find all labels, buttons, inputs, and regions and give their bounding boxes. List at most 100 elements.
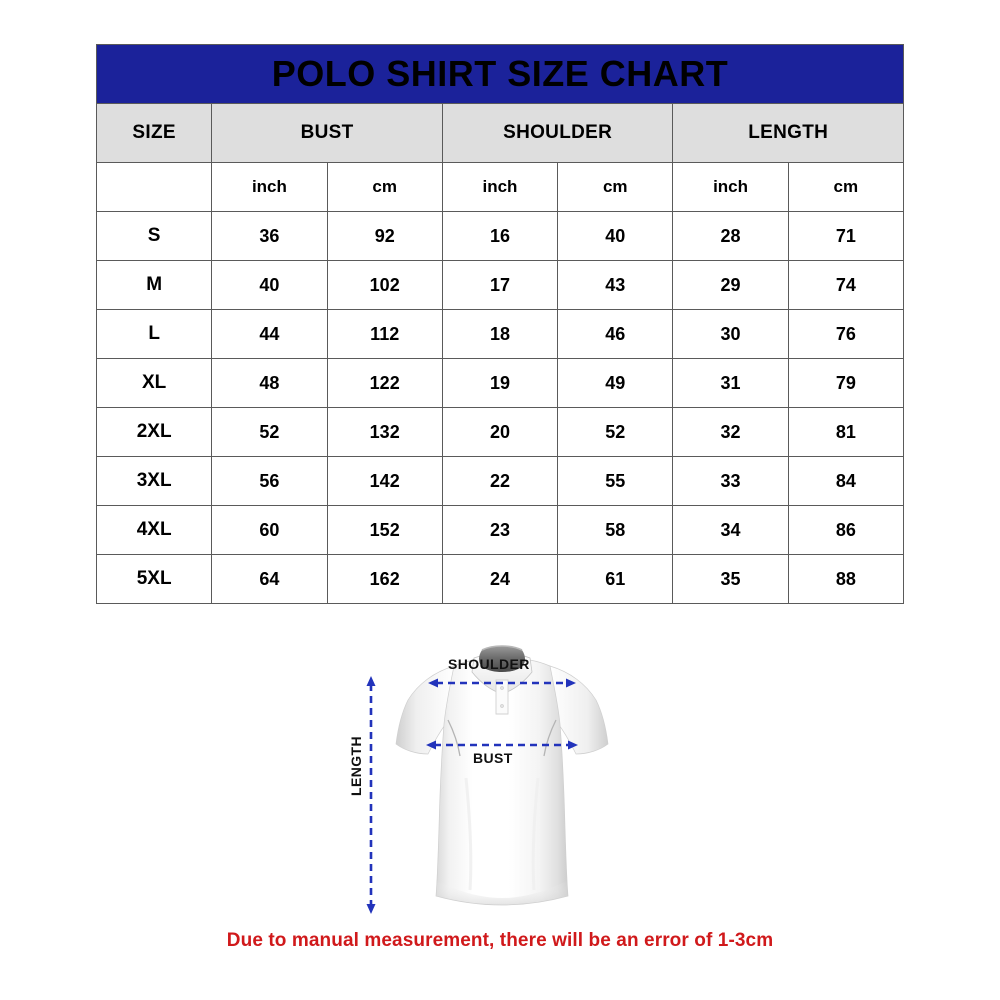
- cell-length-cm: 84: [787, 456, 905, 506]
- group-header-size: SIZE: [95, 103, 213, 163]
- cell-length-inch: 29: [672, 260, 789, 310]
- cell-bust-inch: 64: [211, 554, 328, 604]
- cell-shoulder-cm: 43: [557, 260, 674, 310]
- cell-shoulder-cm: 58: [557, 505, 674, 555]
- cell-shoulder-cm: 49: [557, 358, 674, 408]
- cell-length-inch: 35: [672, 554, 789, 604]
- cell-length-cm: 79: [787, 358, 905, 408]
- collar-edge: [481, 645, 523, 651]
- cell-shoulder-inch: 20: [441, 407, 559, 457]
- group-header-shoulder: SHOULDER: [441, 103, 674, 163]
- placket-button-bottom: [500, 704, 504, 708]
- title-row: POLO SHIRT SIZE CHART: [96, 44, 904, 104]
- placket: [495, 679, 509, 715]
- unit-cell-bust-cm: cm: [326, 162, 443, 212]
- length-measure-arrow: [366, 676, 376, 914]
- cell-size: 4XL: [95, 505, 213, 555]
- cell-length-cm: 71: [787, 211, 905, 261]
- unit-cell-shoulder-inch: inch: [441, 162, 559, 212]
- cell-length-cm: 74: [787, 260, 905, 310]
- cell-length-inch: 33: [672, 456, 789, 506]
- cell-length-inch: 31: [672, 358, 789, 408]
- shirt-hem: [436, 880, 568, 905]
- group-header-length: LENGTH: [672, 103, 904, 163]
- cell-size: XL: [95, 358, 213, 408]
- table-row: L 44 112 18 46 30 76: [95, 309, 905, 359]
- cell-length-inch: 30: [672, 309, 789, 359]
- table-row: S 36 92 16 40 28 71: [95, 211, 905, 261]
- cell-bust-inch: 56: [211, 456, 328, 506]
- cell-bust-inch: 44: [211, 309, 328, 359]
- bust-measure-arrow: [426, 740, 578, 750]
- measurement-error-note: Due to manual measurement, there will be…: [226, 930, 774, 951]
- cell-length-inch: 28: [672, 211, 789, 261]
- cell-length-cm: 76: [787, 309, 905, 359]
- cell-bust-inch: 36: [211, 211, 328, 261]
- collar-inner: [479, 646, 525, 672]
- cell-shoulder-inch: 18: [441, 309, 559, 359]
- unit-cell-shoulder-cm: cm: [557, 162, 674, 212]
- unit-row: inch cm inch cm inch cm: [95, 162, 905, 212]
- unit-cell-length-cm: cm: [787, 162, 905, 212]
- cell-length-inch: 32: [672, 407, 789, 457]
- size-chart-table: POLO SHIRT SIZE CHART SIZE BUST SHOULDER…: [95, 44, 905, 604]
- cell-length-cm: 88: [787, 554, 905, 604]
- table-row: 5XL 64 162 24 61 35 88: [95, 554, 905, 604]
- cell-bust-cm: 162: [326, 554, 443, 604]
- group-header-bust: BUST: [211, 103, 443, 163]
- measurement-diagram: SHOULDER BUST LENGTH: [340, 628, 660, 918]
- unit-cell-blank: [95, 162, 213, 212]
- cell-bust-cm: 132: [326, 407, 443, 457]
- cell-shoulder-cm: 52: [557, 407, 674, 457]
- cell-shoulder-inch: 23: [441, 505, 559, 555]
- group-header-row: SIZE BUST SHOULDER LENGTH: [95, 103, 904, 163]
- cell-shoulder-inch: 17: [441, 260, 559, 310]
- chart-title: POLO SHIRT SIZE CHART: [96, 44, 904, 104]
- cell-size: L: [95, 309, 213, 359]
- cell-bust-cm: 102: [326, 260, 443, 310]
- cell-shoulder-cm: 55: [557, 456, 674, 506]
- cell-bust-cm: 152: [326, 505, 443, 555]
- cell-bust-cm: 122: [326, 358, 443, 408]
- cell-size: S: [95, 211, 213, 261]
- cell-shoulder-inch: 24: [441, 554, 559, 604]
- cell-shoulder-cm: 61: [557, 554, 674, 604]
- fabric-fold-left: [464, 777, 473, 891]
- unit-cell-length-inch: inch: [672, 162, 789, 212]
- cell-shoulder-inch: 22: [441, 456, 559, 506]
- shoulder-label: SHOULDER: [448, 656, 530, 672]
- fabric-fold-right: [531, 777, 540, 891]
- table-row: M 40 102 17 43 29 74: [95, 260, 905, 310]
- cell-length-cm: 86: [787, 505, 905, 555]
- right-armhole-seam: [543, 719, 557, 757]
- size-chart-container: POLO SHIRT SIZE CHART SIZE BUST SHOULDER…: [95, 44, 905, 604]
- cell-shoulder-inch: 19: [441, 358, 559, 408]
- left-sleeve: [395, 665, 455, 755]
- cell-bust-inch: 60: [211, 505, 328, 555]
- cell-size: 3XL: [95, 456, 213, 506]
- cell-bust-inch: 52: [211, 407, 328, 457]
- cell-bust-inch: 40: [211, 260, 328, 310]
- cell-shoulder-cm: 46: [557, 309, 674, 359]
- table-row: 3XL 56 142 22 55 33 84: [95, 456, 905, 506]
- cell-size: M: [95, 260, 213, 310]
- cell-bust-cm: 92: [326, 211, 443, 261]
- cell-size: 5XL: [95, 554, 213, 604]
- table-row: XL 48 122 19 49 31 79: [95, 358, 905, 408]
- left-armhole-seam: [447, 719, 461, 757]
- cell-length-inch: 34: [672, 505, 789, 555]
- cell-bust-cm: 142: [326, 456, 443, 506]
- table-row: 2XL 52 132 20 52 32 81: [95, 407, 905, 457]
- cell-size: 2XL: [95, 407, 213, 457]
- length-label: LENGTH: [347, 736, 364, 796]
- cell-bust-inch: 48: [211, 358, 328, 408]
- shoulder-measure-arrow: [428, 678, 576, 688]
- unit-cell-bust-inch: inch: [211, 162, 328, 212]
- table-row: 4XL 60 152 23 58 34 86: [95, 505, 905, 555]
- placket-button-top: [500, 686, 504, 690]
- bust-label: BUST: [473, 750, 513, 766]
- cell-shoulder-cm: 40: [557, 211, 674, 261]
- right-sleeve: [549, 665, 609, 755]
- cell-bust-cm: 112: [326, 309, 443, 359]
- cell-length-cm: 81: [787, 407, 905, 457]
